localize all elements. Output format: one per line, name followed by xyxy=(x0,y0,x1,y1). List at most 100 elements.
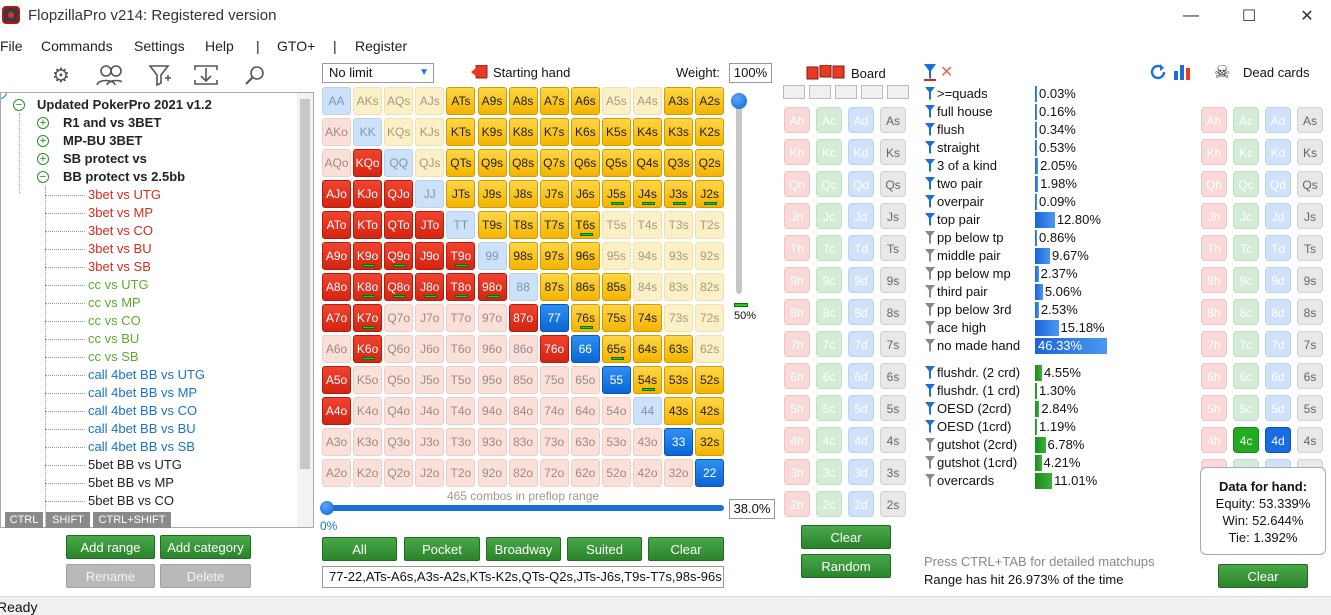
card-6d[interactable]: 6d xyxy=(1265,363,1291,389)
hand-cell[interactable]: A9o xyxy=(322,242,351,270)
tree-scroll-thumb[interactable] xyxy=(300,99,310,469)
card-Qs[interactable]: Qs xyxy=(1297,171,1323,197)
hand-cell[interactable]: Q4s xyxy=(633,149,662,177)
hand-cell[interactable]: 54s xyxy=(633,366,662,394)
hand-cell[interactable]: K2o xyxy=(353,459,383,487)
hand-cell[interactable]: J6s xyxy=(570,180,600,208)
hand-cell[interactable]: Q3o xyxy=(384,428,414,456)
hand-cell[interactable]: QTo xyxy=(384,211,414,239)
hand-cell[interactable]: 43o xyxy=(633,428,662,456)
hand-cell[interactable]: 86o xyxy=(508,335,538,363)
minimize-button[interactable]: — xyxy=(1183,7,1199,24)
hand-cell[interactable]: T2s xyxy=(695,211,725,239)
hand-cell[interactable]: 82o xyxy=(508,459,538,487)
hand-cell[interactable]: K9o xyxy=(353,242,383,270)
hand-cell[interactable]: 72s xyxy=(695,304,725,332)
card-As[interactable]: As xyxy=(880,107,906,133)
hand-cell[interactable]: KQs xyxy=(384,118,414,146)
funnel-icon[interactable] xyxy=(925,177,935,193)
filter-funnel-icon[interactable] xyxy=(923,63,937,81)
hand-cell[interactable]: TT xyxy=(446,211,476,239)
card-6d[interactable]: 6d xyxy=(848,363,874,389)
card-Jh[interactable]: Jh xyxy=(1201,203,1227,229)
hand-cell[interactable]: 76s xyxy=(570,304,600,332)
card-3d[interactable]: 3d xyxy=(848,459,874,485)
card-9c[interactable]: 9c xyxy=(1233,267,1259,293)
hand-cell[interactable]: J9s xyxy=(477,180,507,208)
funnel-icon[interactable] xyxy=(925,384,935,400)
hand-cell[interactable]: KJs xyxy=(415,118,445,146)
hand-cell[interactable]: 76o xyxy=(539,335,569,363)
hand-cell[interactable]: Q7o xyxy=(384,304,414,332)
card-Ad[interactable]: Ad xyxy=(848,107,874,133)
hand-cell[interactable]: 62o xyxy=(570,459,600,487)
hand-cell[interactable]: 62s xyxy=(695,335,725,363)
hand-cell[interactable]: 92s xyxy=(695,242,725,270)
card-Ts[interactable]: Ts xyxy=(1297,235,1323,261)
hand-cell[interactable]: 75o xyxy=(539,366,569,394)
hand-cell[interactable]: QJs xyxy=(415,149,445,177)
card-Qh[interactable]: Qh xyxy=(784,171,810,197)
board-random-button[interactable]: Random xyxy=(801,554,891,578)
hand-cell[interactable]: 64o xyxy=(570,397,600,425)
card-2c[interactable]: 2c xyxy=(816,491,842,517)
card-Ks[interactable]: Ks xyxy=(880,139,906,165)
hand-cell[interactable]: 83s xyxy=(664,273,694,301)
card-5s[interactable]: 5s xyxy=(880,395,906,421)
hand-cell[interactable]: K3o xyxy=(353,428,383,456)
hand-cell[interactable]: J8s xyxy=(508,180,538,208)
card-Ad[interactable]: Ad xyxy=(1265,107,1291,133)
hand-cell[interactable]: 44 xyxy=(633,397,662,425)
card-7c[interactable]: 7c xyxy=(1233,331,1259,357)
funnel-icon[interactable] xyxy=(925,456,935,472)
funnel-icon[interactable] xyxy=(925,402,935,418)
hand-cell[interactable]: 66 xyxy=(570,335,600,363)
card-4c[interactable]: 4c xyxy=(816,427,842,453)
card-Kd[interactable]: Kd xyxy=(1265,139,1291,165)
funnel-icon[interactable] xyxy=(925,285,935,301)
hand-cell[interactable]: A3s xyxy=(664,87,694,115)
weight-slider[interactable] xyxy=(736,96,742,294)
refresh-icon[interactable] xyxy=(1149,63,1167,81)
card-Ah[interactable]: Ah xyxy=(784,107,810,133)
card-7s[interactable]: 7s xyxy=(880,331,906,357)
card-7s[interactable]: 7s xyxy=(1297,331,1323,357)
menu-gto[interactable]: GTO+ xyxy=(277,38,316,54)
card-5s[interactable]: 5s xyxy=(1297,395,1323,421)
funnel-icon[interactable] xyxy=(925,267,935,283)
card-9h[interactable]: 9h xyxy=(1201,267,1227,293)
hand-cell[interactable]: 53o xyxy=(601,428,631,456)
bar-chart-icon[interactable] xyxy=(1173,63,1193,80)
hand-cell[interactable]: JTo xyxy=(415,211,445,239)
hand-cell[interactable]: AA xyxy=(322,87,351,115)
card-4s[interactable]: 4s xyxy=(1297,427,1323,453)
maximize-button[interactable]: ☐ xyxy=(1241,8,1257,25)
hand-cell[interactable]: A3o xyxy=(322,428,351,456)
card-Ac[interactable]: Ac xyxy=(816,107,842,133)
card-Jh[interactable]: Jh xyxy=(784,203,810,229)
hand-cell[interactable]: J5o xyxy=(415,366,445,394)
hand-cell[interactable]: 94o xyxy=(477,397,507,425)
hand-cell[interactable]: 93s xyxy=(664,242,694,270)
hand-cell[interactable]: A6o xyxy=(322,335,351,363)
hand-cell[interactable]: K6o xyxy=(353,335,383,363)
hand-cell[interactable]: 82s xyxy=(695,273,725,301)
card-Jd[interactable]: Jd xyxy=(1265,203,1291,229)
card-4h[interactable]: 4h xyxy=(784,427,810,453)
card-6c[interactable]: 6c xyxy=(1233,363,1259,389)
toggle-icon[interactable]: + xyxy=(37,117,49,129)
card-7d[interactable]: 7d xyxy=(848,331,874,357)
hand-cell[interactable]: 42s xyxy=(695,397,725,425)
hand-cell[interactable]: 75s xyxy=(601,304,631,332)
board-clear-button[interactable]: Clear xyxy=(801,525,891,549)
card-5d[interactable]: 5d xyxy=(1265,395,1291,421)
hand-cell[interactable]: 55 xyxy=(601,366,631,394)
hand-cell[interactable]: KK xyxy=(353,118,383,146)
hand-cell[interactable]: K8s xyxy=(508,118,538,146)
card-Kh[interactable]: Kh xyxy=(784,139,810,165)
hand-cell[interactable]: 65s xyxy=(601,335,631,363)
funnel-icon[interactable] xyxy=(925,438,935,454)
card-9h[interactable]: 9h xyxy=(784,267,810,293)
toggle-icon[interactable]: + xyxy=(37,153,49,165)
hand-cell[interactable]: 22 xyxy=(695,459,725,487)
